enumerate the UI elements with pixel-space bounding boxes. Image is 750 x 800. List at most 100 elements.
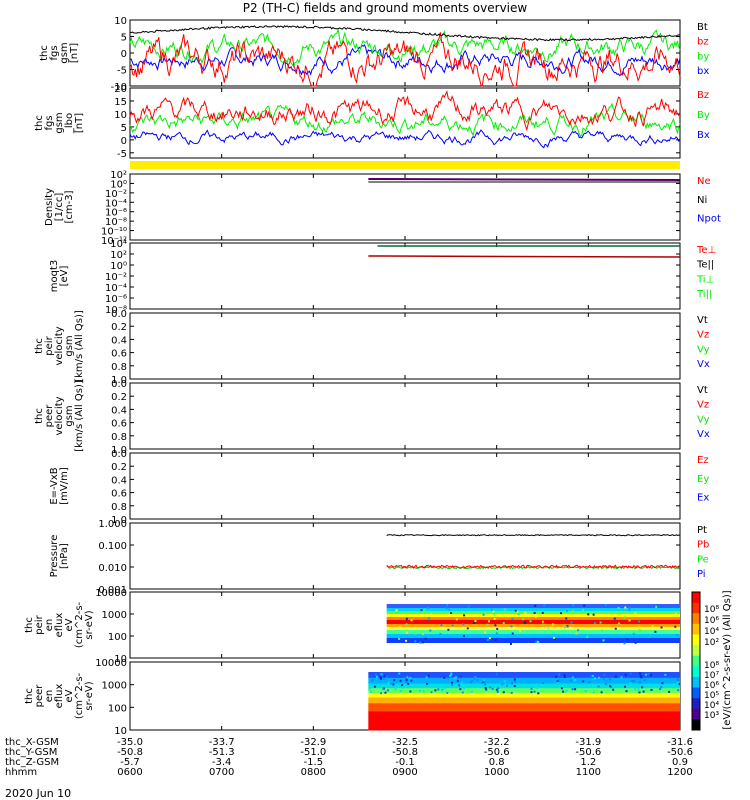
y-tick-label: 1000 bbox=[102, 681, 127, 692]
spectrogram-speck bbox=[605, 612, 608, 615]
legend-fgs_gse-0: Bz bbox=[697, 90, 709, 101]
spectrogram-speck bbox=[677, 689, 680, 692]
y-tick-label: 10 bbox=[114, 16, 127, 27]
spectrogram-speck bbox=[501, 683, 504, 686]
spectrogram-speck bbox=[634, 688, 637, 691]
spectrogram-speck bbox=[608, 678, 611, 681]
y-tick-label: 0.4 bbox=[111, 405, 127, 416]
spectrogram-speck bbox=[470, 690, 473, 693]
legend-pressure-2: Pe bbox=[697, 554, 709, 565]
spectrogram-speck bbox=[563, 626, 566, 629]
spectrogram-speck bbox=[590, 675, 593, 678]
spectrogram-speck bbox=[458, 684, 461, 687]
y-axis-label: thc bbox=[24, 617, 35, 633]
series-fgs-by bbox=[129, 29, 681, 68]
spectrogram-band bbox=[386, 617, 680, 620]
spectrogram-speck bbox=[409, 677, 412, 680]
y-tick-label: 10000 bbox=[95, 658, 127, 669]
spectrogram-speck bbox=[673, 684, 676, 687]
spectrogram-speck bbox=[524, 622, 527, 625]
spectrogram-speck bbox=[456, 677, 459, 680]
x-tick-label: -50.8 bbox=[117, 747, 143, 758]
spectrogram-speck bbox=[419, 690, 422, 693]
spectrogram-speck bbox=[660, 626, 663, 629]
spectrogram-speck bbox=[373, 685, 376, 688]
spectrogram-speck bbox=[630, 679, 633, 682]
spectrogram-speck bbox=[482, 680, 485, 683]
spectrogram-speck bbox=[638, 681, 641, 684]
y-axis-label: [nT] bbox=[74, 113, 85, 133]
spectrogram-speck bbox=[468, 627, 471, 630]
spectrogram-speck bbox=[530, 691, 533, 694]
spectrogram-speck bbox=[573, 630, 576, 633]
legend-fgs-3: bx bbox=[697, 66, 709, 77]
spectrogram-speck bbox=[612, 688, 615, 691]
colorbar-segment bbox=[692, 708, 700, 720]
colorbar-segment bbox=[692, 634, 700, 646]
legend-pressure-3: Pi bbox=[697, 569, 706, 580]
spectrogram-speck bbox=[469, 681, 472, 684]
x-tick-label: 1100 bbox=[576, 767, 601, 778]
spectrogram-speck bbox=[588, 681, 591, 684]
spectrogram-speck bbox=[509, 642, 512, 645]
spectrogram-speck bbox=[488, 637, 491, 640]
y-axis-label: Pressure bbox=[49, 535, 60, 578]
colorbar-segment bbox=[692, 687, 700, 699]
y-tick-label: 0.001 bbox=[98, 585, 127, 596]
spectrogram-speck bbox=[537, 641, 540, 644]
spectrogram-speck bbox=[511, 618, 514, 621]
legend-peir_velocity-2: Vy bbox=[697, 344, 710, 355]
x-tick-label: -51.0 bbox=[300, 747, 326, 758]
y-axis-label: thc bbox=[39, 45, 50, 61]
series-fgs_gse-By bbox=[129, 102, 681, 138]
spectrogram-speck bbox=[620, 676, 623, 679]
spectrogram-band bbox=[368, 697, 680, 704]
spectrogram-speck bbox=[504, 608, 507, 611]
spectrogram-speck bbox=[658, 685, 661, 688]
spectrogram-speck bbox=[406, 676, 409, 679]
y-tick-label: 0.0 bbox=[111, 309, 127, 320]
spectrogram-speck bbox=[393, 679, 396, 682]
spectrogram-speck bbox=[494, 624, 497, 627]
spectrogram-speck bbox=[626, 638, 629, 641]
spectrogram-speck bbox=[393, 631, 396, 634]
spectrogram-speck bbox=[440, 624, 443, 627]
spectrogram-speck bbox=[534, 604, 537, 607]
legend-density-0: Ne bbox=[697, 176, 711, 187]
y-tick-label: -5 bbox=[117, 66, 127, 77]
x-tick-label: -3.4 bbox=[212, 757, 232, 768]
spectrogram-speck bbox=[633, 631, 636, 634]
spectrogram-speck bbox=[382, 678, 385, 681]
legend-efield-2: Ex bbox=[697, 493, 709, 504]
spectrogram-speck bbox=[639, 672, 642, 675]
spectrogram-speck bbox=[562, 690, 565, 693]
spectrogram-speck bbox=[445, 607, 448, 610]
spectrogram-speck bbox=[660, 686, 663, 689]
colorbar-segment bbox=[692, 645, 700, 657]
legend-peer_velocity-3: Vx bbox=[697, 429, 710, 440]
spectrogram-speck bbox=[414, 640, 417, 643]
spectrogram-speck bbox=[601, 629, 604, 632]
x-tick-label: -5.7 bbox=[120, 757, 140, 768]
y-axis-label: en bbox=[44, 690, 55, 703]
spectrogram-speck bbox=[421, 632, 424, 635]
y-axis-label: gsm bbox=[64, 335, 75, 356]
spectrogram-speck bbox=[476, 678, 479, 681]
spectrogram-speck bbox=[591, 674, 594, 677]
spectrogram-speck bbox=[405, 631, 408, 634]
spectrogram-speck bbox=[560, 687, 563, 690]
y-tick-label: 0.0 bbox=[111, 379, 127, 390]
series-fgs_gse-Bx bbox=[129, 129, 681, 149]
spectrogram-speck bbox=[405, 617, 408, 620]
spectrogram-speck bbox=[405, 623, 408, 626]
spectrogram-speck bbox=[375, 673, 378, 676]
spectrogram-speck bbox=[460, 682, 463, 685]
y-tick-label: 0.2 bbox=[111, 392, 127, 403]
spectrogram-speck bbox=[571, 609, 574, 612]
spectrogram-speck bbox=[484, 631, 487, 634]
spectrogram-speck bbox=[462, 635, 465, 638]
spectrogram-speck bbox=[614, 675, 617, 678]
spectrogram-speck bbox=[524, 621, 527, 624]
spectrogram-speck bbox=[558, 673, 561, 676]
colorbar-tick: 10⁴ bbox=[704, 701, 719, 711]
